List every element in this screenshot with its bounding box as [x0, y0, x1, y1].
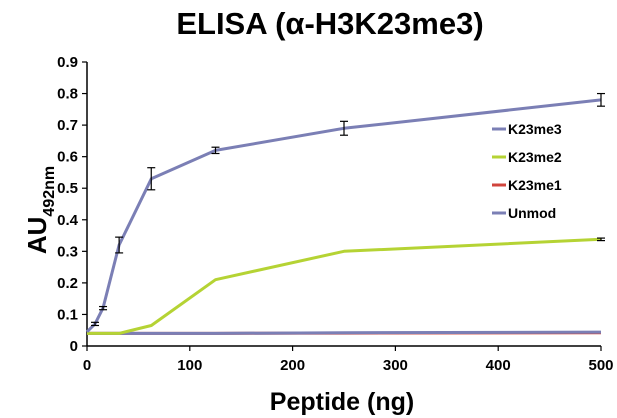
svg-text:AU492nm: AU492nm: [22, 166, 58, 254]
series-layer: [85, 92, 605, 335]
y-tick-label: 0.3: [57, 243, 78, 260]
series-line: [85, 98, 602, 333]
y-tick-label: 0.6: [57, 149, 78, 166]
series-k23me2: [87, 237, 605, 335]
error-bar: [597, 92, 605, 107]
x-tick-label: 500: [588, 357, 613, 374]
legend-item: K23me1: [492, 177, 562, 193]
y-tick-label: 0.1: [57, 306, 78, 323]
series-line: [87, 237, 602, 335]
legend: K23me3 K23me2 K23me1 Unmod: [492, 121, 562, 221]
y-tick-label: 0.2: [57, 275, 78, 292]
x-tick-label: 400: [486, 357, 511, 374]
y-tick-label: 0.5: [57, 180, 78, 197]
y-tick-label: 0: [70, 338, 78, 355]
y-tick-label: 0.9: [57, 54, 78, 71]
y-axis-label: AU492nm: [22, 166, 58, 254]
y-tick-label: 0.4: [57, 212, 79, 229]
error-bar: [115, 236, 124, 254]
legend-item: K23me2: [492, 149, 562, 165]
legend-label: K23me1: [508, 177, 562, 193]
error-bar: [99, 305, 108, 311]
x-tick-label: 100: [177, 357, 202, 374]
x-tick-label: 200: [280, 357, 305, 374]
x-axis-label: Peptide (ng): [270, 388, 414, 416]
legend-label: K23me3: [508, 121, 562, 137]
y-ticks: 0 0.1 0.2 0.3 0.4 0.5 0.6 0.7 0.8 0.9: [57, 54, 87, 355]
x-tick-label: 0: [83, 357, 91, 374]
x-tick-label: 300: [383, 357, 408, 374]
series-unmod: [87, 330, 602, 335]
y-axis-label-main: AU: [22, 217, 52, 255]
y-axis-label-sub: 492nm: [41, 166, 58, 217]
legend-item: K23me3: [492, 121, 562, 137]
y-tick-label: 0.7: [57, 117, 78, 134]
series-line: [87, 330, 602, 335]
y-tick-label: 0.8: [57, 86, 78, 103]
error-bar: [340, 120, 348, 136]
error-bar: [91, 321, 100, 327]
error-bar: [147, 167, 156, 191]
legend-item: Unmod: [492, 205, 556, 221]
legend-label: Unmod: [508, 205, 556, 221]
x-ticks: 0 100 200 300 400 500: [83, 346, 614, 374]
error-bar: [597, 237, 605, 242]
legend-label: K23me2: [508, 149, 562, 165]
chart-title: ELISA (α-H3K23me3): [176, 6, 483, 41]
error-bar: [211, 146, 220, 155]
series-k23me3: [85, 92, 605, 333]
